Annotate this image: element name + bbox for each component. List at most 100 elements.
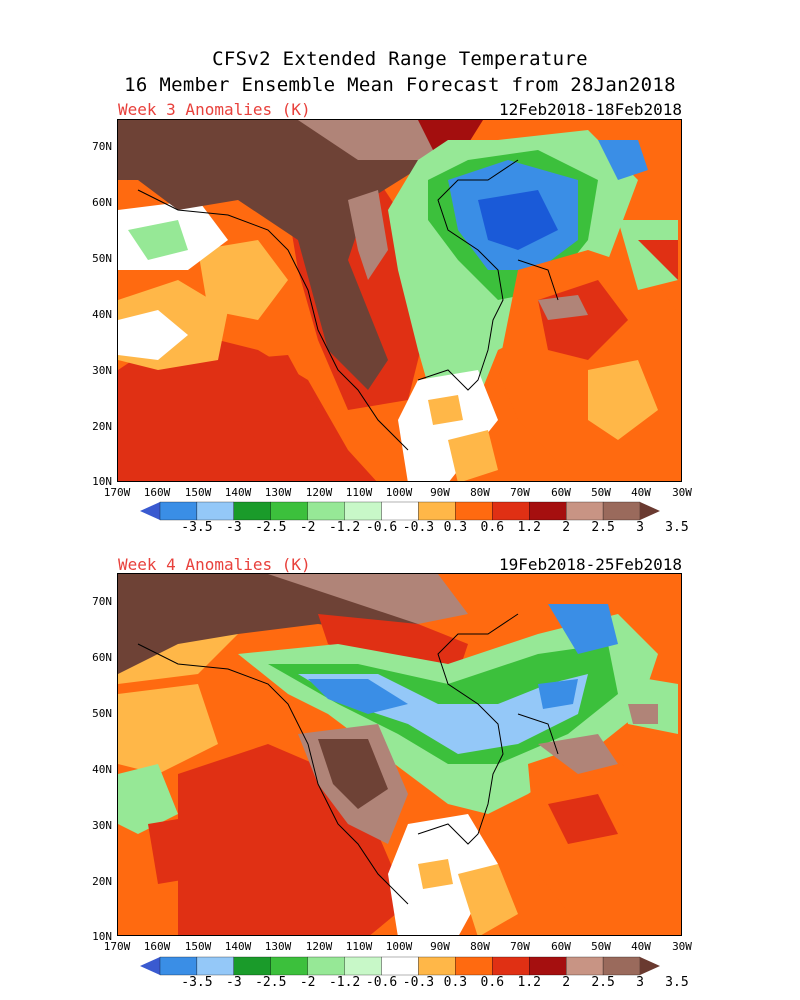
colorbar-segment — [455, 956, 493, 976]
colorbar-segment — [344, 956, 382, 976]
colorbar-tick-label: 0.6 — [480, 975, 505, 990]
lon-tick: 140W — [224, 940, 252, 953]
anomaly-orange-atlantic — [528, 744, 681, 935]
colorbar-segment — [529, 501, 567, 521]
week3-map-svg — [118, 120, 681, 481]
colorbar-segment — [492, 956, 530, 976]
anomaly-red-pacific — [148, 814, 218, 884]
anomaly-tan-north — [298, 120, 438, 160]
anomaly-tan-spot — [538, 295, 588, 320]
coastline — [137, 159, 559, 451]
anomaly-blue-east — [538, 679, 578, 709]
week3-lat-40n: 40N — [92, 308, 112, 321]
week3-colorbar — [140, 501, 660, 521]
week4-date-range: 19Feb2018-25Feb2018 — [498, 555, 682, 574]
lon-tick: 150W — [184, 940, 212, 953]
colorbar-tick-label: -2 — [299, 520, 316, 535]
colorbar-tick-label: 2.5 — [591, 975, 615, 990]
colorbar-tick-label: 1.2 — [517, 520, 541, 535]
colorbar-segment — [418, 956, 456, 976]
lon-tick: 60W — [551, 486, 571, 499]
lon-tick: 100W — [385, 486, 413, 499]
anomaly-darkblue-east — [478, 190, 558, 250]
anomaly-red-pacific-2 — [258, 844, 338, 904]
week4-lon-axis: 170W 160W 150W 140W 130W 120W 110W 100W … — [0, 940, 800, 954]
colorbar-tick-label: 1.2 — [517, 975, 541, 990]
lon-tick: 40W — [631, 940, 651, 953]
week3-lat-50n: 50N — [92, 252, 112, 265]
week3-lat-10n: 10N — [92, 475, 112, 488]
colorbar-tick-label: 2 — [562, 520, 571, 535]
week4-label: Week 4 Anomalies (K) — [118, 555, 311, 574]
lon-tick: 110W — [345, 486, 373, 499]
anomaly-tan-spot — [628, 704, 658, 724]
colorbar-tick-label: 3 — [636, 520, 644, 535]
lon-tick: 90W — [430, 940, 450, 953]
week3-lon-axis: 170W 160W 150W 140W 130W 120W 110W 100W … — [0, 486, 800, 500]
week3-colorbar-labels: -3.5 -3 -2.5 -2 -1.2 -0.6 -0.3 0.3 0.6 1.2 2 2.5 3 3.… — [0, 520, 800, 536]
colorbar-tick-label: -0.6 — [365, 520, 398, 535]
week4-colorbar — [140, 956, 660, 976]
colorbar-tick-label: -0.6 — [365, 975, 398, 990]
week4-lat-60n: 60N — [92, 651, 112, 664]
colorbar-segment — [159, 956, 198, 976]
colorbar-tick-label: -3.5 — [181, 520, 213, 535]
lon-tick: 140W — [224, 486, 252, 499]
lon-tick: 150W — [184, 486, 212, 499]
lon-tick: 130W — [264, 940, 292, 953]
lon-tick: 40W — [631, 486, 651, 499]
colorbar-segment — [307, 956, 345, 976]
lon-tick: 170W — [103, 940, 131, 953]
colorbar-segment — [233, 501, 271, 521]
colorbar-tick-label: 3.5 — [665, 520, 689, 535]
colorbar-high-triangle — [640, 957, 660, 975]
lon-tick: 130W — [264, 486, 292, 499]
colorbar-segment — [270, 956, 308, 976]
lon-tick: 120W — [305, 940, 333, 953]
anomaly-tan-atlantic — [538, 734, 618, 774]
anomaly-blue-west — [308, 679, 408, 714]
anomaly-lightorange-gulf — [428, 395, 463, 425]
colorbar-segment — [307, 501, 345, 521]
colorbar-tick-label: 3 — [636, 975, 644, 990]
anomaly-white-gulf — [398, 370, 498, 481]
lon-tick: 160W — [143, 940, 171, 953]
colorbar-tick-label: -2.5 — [255, 520, 287, 535]
colorbar-tick-label: -0.3 — [402, 975, 435, 990]
colorbar-high-triangle — [640, 502, 660, 520]
anomaly-tan-north — [268, 574, 468, 624]
anomaly-brown-west — [318, 739, 388, 809]
anomaly-red-sw — [178, 744, 408, 935]
lon-tick: 30W — [672, 486, 692, 499]
lon-tick: 30W — [672, 940, 692, 953]
colorbar-segment — [196, 501, 234, 521]
colorbar-tick-label: 0.3 — [443, 520, 468, 535]
week3-lat-70n: 70N — [92, 140, 112, 153]
lon-tick: 100W — [385, 940, 413, 953]
lon-tick: 170W — [103, 486, 131, 499]
colorbar-segment — [566, 501, 604, 521]
lon-tick: 110W — [345, 940, 373, 953]
lon-tick: 90W — [430, 486, 450, 499]
colorbar-segment — [233, 956, 271, 976]
anomaly-lightorange-pac — [118, 684, 218, 774]
anomaly-green-atlantic — [618, 220, 678, 290]
colorbar-tick-label: -3 — [226, 520, 242, 535]
colorbar-tick-label: -2 — [299, 975, 316, 990]
lon-tick: 50W — [591, 486, 611, 499]
colorbar-segment — [602, 956, 641, 976]
lon-tick: 120W — [305, 486, 333, 499]
week4-lat-40n: 40N — [92, 763, 112, 776]
anomaly-lightorange-caribbean — [458, 864, 518, 935]
colorbar-segment — [381, 501, 419, 521]
week3-map — [117, 119, 682, 482]
anomaly-green-pac — [118, 764, 178, 834]
lon-tick: 160W — [143, 486, 171, 499]
lon-tick: 80W — [470, 486, 490, 499]
week3-lat-20n: 20N — [92, 420, 112, 433]
colorbar-tick-label: -3 — [226, 975, 242, 990]
week4-map — [117, 573, 682, 936]
colorbar-tick-label: 2 — [562, 975, 571, 990]
anomaly-lightorange-npac — [198, 240, 288, 320]
week3-lat-60n: 60N — [92, 196, 112, 209]
